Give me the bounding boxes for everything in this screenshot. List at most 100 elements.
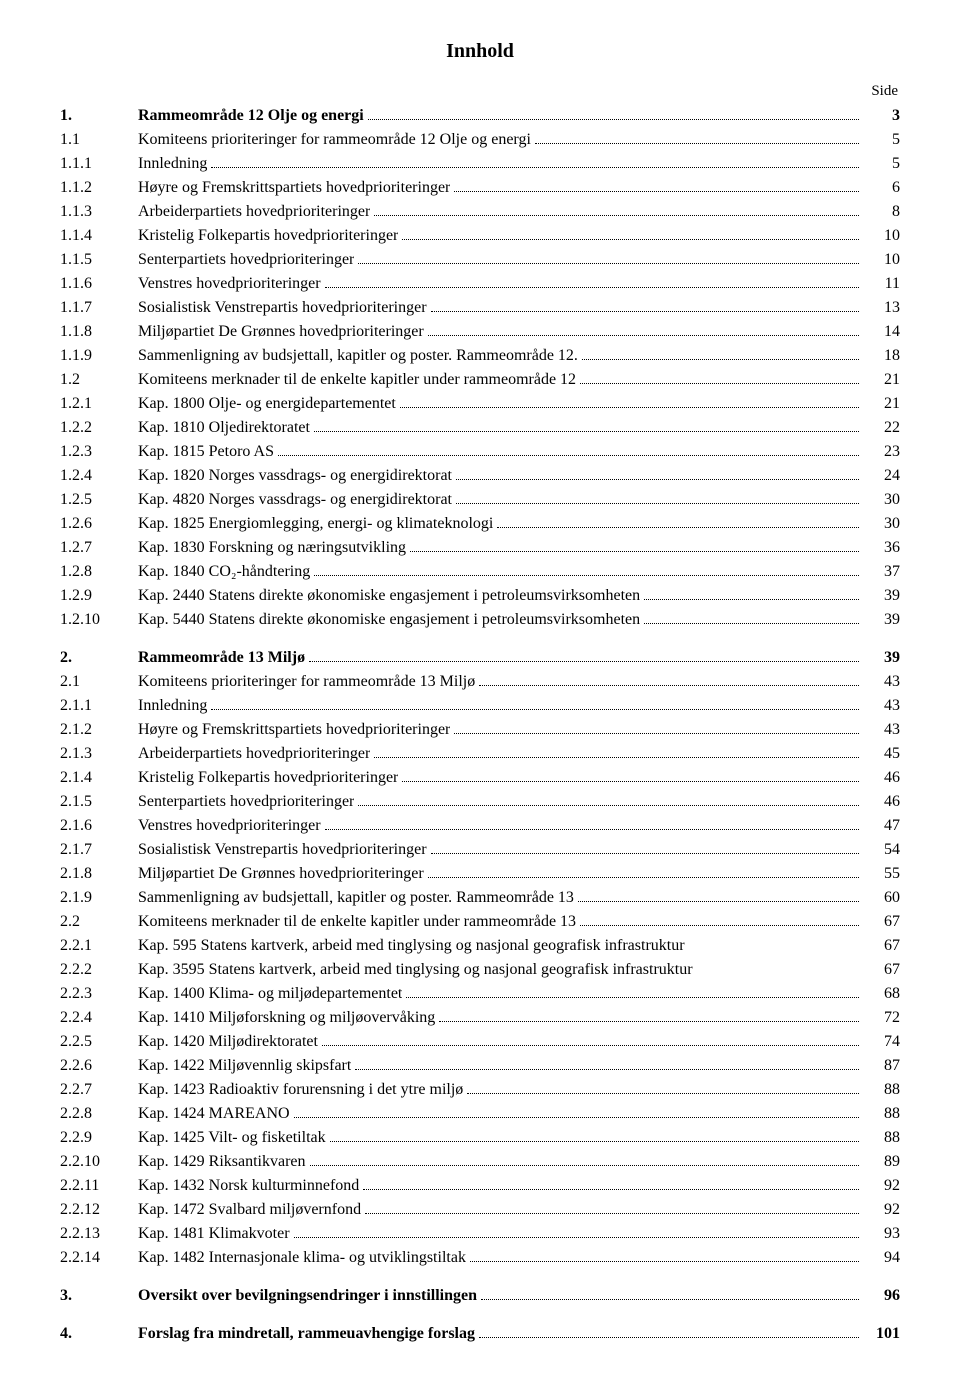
toc-page: 46 <box>862 790 900 814</box>
toc-row: 1.Rammeområde 12 Olje og energi3 <box>60 104 900 128</box>
toc-label: Sammenligning av budsjettall, kapitler o… <box>138 344 578 368</box>
toc-text: Kap. 2440 Statens direkte økonomiske eng… <box>138 584 862 608</box>
toc-page: 93 <box>862 1222 900 1246</box>
toc-row: 1.1.5Senterpartiets hovedprioriteringer1… <box>60 248 900 272</box>
toc-leader-dots <box>374 215 859 216</box>
toc-number: 3. <box>60 1284 138 1308</box>
toc-leader-dots <box>644 623 859 624</box>
toc-page: 101 <box>862 1322 900 1346</box>
toc-page: 60 <box>862 886 900 910</box>
toc-number: 1.2.1 <box>60 392 138 416</box>
toc-row: 1.2.5Kap. 4820 Norges vassdrags- og ener… <box>60 488 900 512</box>
toc-page: 88 <box>862 1078 900 1102</box>
toc-page: 88 <box>862 1102 900 1126</box>
toc-page: 45 <box>862 742 900 766</box>
toc-label: Kap. 1423 Radioaktiv forurensning i det … <box>138 1078 463 1102</box>
toc-number: 2.2.12 <box>60 1198 138 1222</box>
toc-row: 2.1.3Arbeiderpartiets hovedprioriteringe… <box>60 742 900 766</box>
toc-leader-dots <box>294 1117 859 1118</box>
toc-leader-dots <box>428 877 859 878</box>
toc-number: 2.2.1 <box>60 934 138 958</box>
toc-label: Venstres hovedprioriteringer <box>138 272 321 296</box>
toc-leader-dots <box>467 1093 859 1094</box>
toc-label: Arbeiderpartiets hovedprioriteringer <box>138 200 370 224</box>
toc-text: Kristelig Folkepartis hovedprioriteringe… <box>138 766 862 790</box>
toc-page: 23 <box>862 440 900 464</box>
toc-text: Kristelig Folkepartis hovedprioriteringe… <box>138 224 862 248</box>
toc-leader-dots <box>479 685 859 686</box>
toc-number: 2.2.10 <box>60 1150 138 1174</box>
toc-row: 1.2.7Kap. 1830 Forskning og næringsutvik… <box>60 536 900 560</box>
toc-leader-dots <box>410 551 859 552</box>
toc-leader-dots <box>497 527 859 528</box>
toc-label: Oversikt over bevilgningsendringer i inn… <box>138 1284 477 1308</box>
toc-row: 1.1.9Sammenligning av budsjettall, kapit… <box>60 344 900 368</box>
toc-text: Miljøpartiet De Grønnes hovedprioriterin… <box>138 862 862 886</box>
toc-row: 2.1.1Innledning43 <box>60 694 900 718</box>
toc-page: 24 <box>862 464 900 488</box>
toc-row: 2.1.7Sosialistisk Venstrepartis hovedpri… <box>60 838 900 862</box>
toc-row: 2.2.10Kap. 1429 Riksantikvaren89 <box>60 1150 900 1174</box>
toc-label: Kap. 3595 Statens kartverk, arbeid med t… <box>138 958 693 982</box>
toc-label: Rammeområde 13 Miljø <box>138 646 305 670</box>
toc-text: Kap. 1400 Klima- og miljødepartementet <box>138 982 862 1006</box>
toc-page: 18 <box>862 344 900 368</box>
toc-page: 22 <box>862 416 900 440</box>
toc-number: 2.2.5 <box>60 1030 138 1054</box>
toc-text: Kap. 1420 Miljødirektoratet <box>138 1030 862 1054</box>
toc-leader-dots <box>325 287 859 288</box>
toc-label: Kap. 1830 Forskning og næringsutvikling <box>138 536 406 560</box>
toc-label: Miljøpartiet De Grønnes hovedprioriterin… <box>138 862 424 886</box>
toc-label: Sosialistisk Venstrepartis hovedpriorite… <box>138 838 427 862</box>
toc-text: Komiteens prioriteringer for rammeområde… <box>138 670 862 694</box>
toc-text: Senterpartiets hovedprioriteringer <box>138 248 862 272</box>
toc-page: 47 <box>862 814 900 838</box>
toc-label: Kap. 4820 Norges vassdrags- og energidir… <box>138 488 452 512</box>
toc-number: 2.1 <box>60 670 138 694</box>
toc-number: 2.2.3 <box>60 982 138 1006</box>
toc-row: 2.2.4Kap. 1410 Miljøforskning og miljøov… <box>60 1006 900 1030</box>
toc-number: 2.2.13 <box>60 1222 138 1246</box>
toc-leader-dots <box>406 997 859 998</box>
toc-leader-dots <box>479 1337 859 1338</box>
toc-number: 2.1.7 <box>60 838 138 862</box>
toc-row: 2.2.13Kap. 1481 Klimakvoter93 <box>60 1222 900 1246</box>
toc-text: Miljøpartiet De Grønnes hovedprioriterin… <box>138 320 862 344</box>
toc-leader-dots <box>454 733 859 734</box>
toc-leader-dots <box>402 781 859 782</box>
toc-label: Sosialistisk Venstrepartis hovedpriorite… <box>138 296 427 320</box>
toc-text: Kap. 1815 Petoro AS <box>138 440 862 464</box>
toc-page: 74 <box>862 1030 900 1054</box>
toc-label: Komiteens merknader til de enkelte kapit… <box>138 368 576 392</box>
toc-page: 92 <box>862 1174 900 1198</box>
toc-number: 1.1.1 <box>60 152 138 176</box>
toc-row: 4.Forslag fra mindretall, rammeuavhengig… <box>60 1322 900 1346</box>
toc-row: 2.2.8Kap. 1424 MAREANO88 <box>60 1102 900 1126</box>
toc-page: 13 <box>862 296 900 320</box>
toc-row: 1.1.1Innledning5 <box>60 152 900 176</box>
toc-page: 87 <box>862 1054 900 1078</box>
toc-number: 1.1 <box>60 128 138 152</box>
toc-leader-dots <box>211 167 859 168</box>
toc-number: 2.1.8 <box>60 862 138 886</box>
toc-text: Kap. 5440 Statens direkte økonomiske eng… <box>138 608 862 632</box>
toc-label: Kap. 595 Statens kartverk, arbeid med ti… <box>138 934 685 958</box>
toc-page: 6 <box>862 176 900 200</box>
toc-text: Venstres hovedprioriteringer <box>138 814 862 838</box>
toc-page: 3 <box>862 104 900 128</box>
toc-row: 2.1.8Miljøpartiet De Grønnes hovedpriori… <box>60 862 900 886</box>
toc-text: Sammenligning av budsjettall, kapitler o… <box>138 344 862 368</box>
toc-number: 2.1.6 <box>60 814 138 838</box>
toc-label: Innledning <box>138 152 207 176</box>
toc-page: 96 <box>862 1284 900 1308</box>
toc-number: 1.1.8 <box>60 320 138 344</box>
toc-text: Høyre og Fremskrittspartiets hovedpriori… <box>138 718 862 742</box>
toc-number: 2.2.11 <box>60 1174 138 1198</box>
toc-leader-dots <box>322 1045 859 1046</box>
toc-leader-dots <box>439 1021 859 1022</box>
toc-leader-dots <box>535 143 859 144</box>
toc-label: Kap. 1400 Klima- og miljødepartementet <box>138 982 402 1006</box>
toc-label: Arbeiderpartiets hovedprioriteringer <box>138 742 370 766</box>
toc-label: Høyre og Fremskrittspartiets hovedpriori… <box>138 718 450 742</box>
toc-row: 1.1.2Høyre og Fremskrittspartiets hovedp… <box>60 176 900 200</box>
